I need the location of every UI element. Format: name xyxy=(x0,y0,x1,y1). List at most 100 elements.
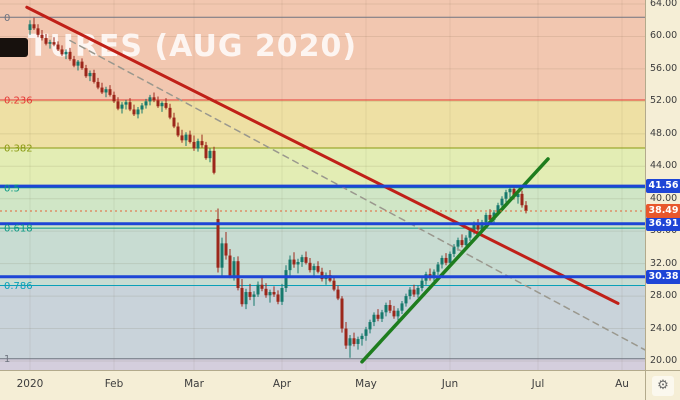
candle-body xyxy=(224,243,228,256)
candle-body xyxy=(296,262,300,265)
price-axis[interactable]: 64.0060.0056.0052.0048.0044.0040.0036.00… xyxy=(645,0,680,370)
gear-icon[interactable]: ⚙ xyxy=(652,375,674,396)
candle-body xyxy=(144,101,148,106)
candle-body xyxy=(408,289,412,297)
candle-body xyxy=(284,270,288,288)
candle-body xyxy=(236,261,240,288)
candle-body xyxy=(348,338,352,346)
candle-body xyxy=(316,266,320,272)
chart-canvas[interactable]: TURES (AUG 2020) 0 0.236 0.382 0.5 0.618 0.786… xyxy=(0,0,645,370)
price-chart-svg[interactable]: TURES (AUG 2020)00.2360.3820.50.6180.786… xyxy=(0,0,645,370)
price-tick-label: 44.00 xyxy=(650,160,678,172)
price-tick-label: 40.00 xyxy=(650,192,678,204)
candle-body xyxy=(344,328,348,346)
green-uptrend-trendline[interactable] xyxy=(360,157,550,364)
candle-body xyxy=(120,104,124,109)
candle-body xyxy=(420,280,424,288)
candle-body xyxy=(176,126,180,136)
candle-body xyxy=(448,253,452,263)
candle-body xyxy=(36,28,40,35)
red-downtrend-trendline[interactable] xyxy=(25,5,620,305)
candle-body xyxy=(124,102,128,105)
candle-body xyxy=(100,87,104,93)
price-tick-label: 48.00 xyxy=(650,127,678,139)
candle-body xyxy=(52,42,56,45)
candle-body xyxy=(60,49,64,55)
candle-body xyxy=(372,314,376,323)
candle-body xyxy=(32,24,36,29)
candle-body xyxy=(212,150,216,173)
candle-body xyxy=(256,284,260,295)
fib-level-label: 0.5 xyxy=(4,183,20,194)
candle-body xyxy=(88,72,92,77)
candle-body xyxy=(272,292,276,295)
candle-body xyxy=(240,287,244,305)
candle-body xyxy=(384,305,388,313)
candle-body xyxy=(260,284,264,289)
candle-body xyxy=(360,335,364,340)
candle-body xyxy=(28,24,32,30)
candle-body xyxy=(228,255,232,276)
candle-body xyxy=(232,261,236,276)
candle-body xyxy=(312,266,316,271)
candle-body xyxy=(504,192,508,199)
candle-body xyxy=(340,298,344,329)
price-level-tag[interactable]: 41.56 xyxy=(646,179,680,194)
fib-level-label: 0.236 xyxy=(4,95,33,106)
candle-body xyxy=(252,294,256,297)
candle-body xyxy=(400,303,404,311)
candle-body xyxy=(380,312,384,319)
axis-settings-corner[interactable]: ⚙ xyxy=(645,370,680,400)
candle-body xyxy=(452,246,456,254)
candle-body xyxy=(336,289,340,299)
candle-body xyxy=(148,97,152,102)
candle-body xyxy=(208,150,212,159)
fib-band xyxy=(0,0,645,100)
candle-body xyxy=(472,223,476,231)
price-level-tag[interactable]: 38.49 xyxy=(646,203,680,218)
time-tick-label: Jul xyxy=(531,378,545,390)
price-tick-label: 64.00 xyxy=(650,0,678,9)
time-tick-label: Au xyxy=(615,378,629,390)
time-axis[interactable]: 2020 Feb Mar Apr May Jun Jul Au xyxy=(0,370,645,400)
candle-body xyxy=(216,219,220,268)
time-tick-label: 2020 xyxy=(16,378,44,390)
candle-body xyxy=(484,214,488,223)
candle-body xyxy=(136,109,140,115)
candle-body xyxy=(108,89,112,95)
candle-body xyxy=(456,240,460,247)
candle-body xyxy=(80,61,84,69)
price-level-tag[interactable]: 30.38 xyxy=(646,269,680,284)
time-tick-label: Feb xyxy=(104,378,124,390)
candle-body xyxy=(524,205,528,211)
candle-body xyxy=(500,198,504,206)
candle-body xyxy=(168,107,172,118)
candle-body xyxy=(288,259,292,271)
candle-body xyxy=(56,44,60,50)
candle-body xyxy=(468,230,472,238)
gray-dashed-channel-trendline[interactable] xyxy=(69,39,645,351)
fib-band xyxy=(0,358,645,370)
candle-body xyxy=(140,105,144,110)
candle-body xyxy=(104,89,108,93)
candle-body xyxy=(368,322,372,330)
candle-body xyxy=(392,310,396,317)
price-tick-label: 24.00 xyxy=(650,322,678,334)
time-tick-label: Mar xyxy=(184,378,204,390)
cropped-symbol-badge xyxy=(0,38,28,57)
candle-body xyxy=(132,109,136,115)
candle-body xyxy=(520,193,524,206)
price-tick-label: 20.00 xyxy=(650,355,678,366)
price-level-tag[interactable]: 36.91 xyxy=(646,216,680,231)
candle-body xyxy=(444,257,448,263)
candle-body xyxy=(280,287,284,302)
candle-body xyxy=(404,296,408,304)
candle-body xyxy=(184,134,188,141)
fib-band xyxy=(0,99,645,149)
candle-body xyxy=(464,237,468,245)
candle-body xyxy=(476,223,480,230)
candle-body xyxy=(116,101,120,109)
candle-body xyxy=(412,289,416,295)
candle-body xyxy=(48,42,52,44)
